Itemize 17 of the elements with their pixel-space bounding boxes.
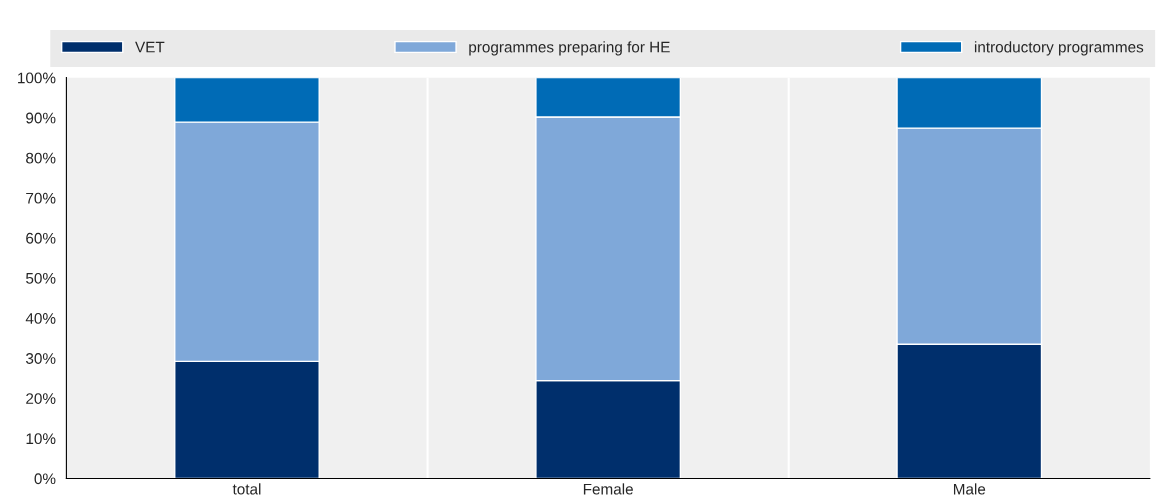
- y-tick-label: 10%: [26, 433, 56, 445]
- legend-label: introductory programmes: [974, 41, 1144, 56]
- y-tick-label: 20%: [26, 393, 56, 404]
- y-tick-label: 70%: [26, 192, 56, 204]
- y-tick-label: 90%: [26, 112, 56, 124]
- y-tick-label: 0%: [34, 473, 56, 485]
- y-tick-label: 100%: [18, 72, 56, 84]
- y-tick-label: 80%: [26, 152, 56, 164]
- y-tick-label: 50%: [26, 272, 56, 284]
- y-tick-label: 40%: [25, 313, 56, 324]
- y-tick-label: 30%: [25, 353, 56, 364]
- y-tick-label: 60%: [26, 232, 56, 244]
- legend-label: VET: [135, 41, 165, 53]
- legend-label: programmes preparing for HE: [469, 41, 670, 56]
- x-tick-label: total: [232, 483, 261, 495]
- x-tick-label: Female: [583, 483, 633, 495]
- x-tick-label: Male: [953, 483, 986, 495]
